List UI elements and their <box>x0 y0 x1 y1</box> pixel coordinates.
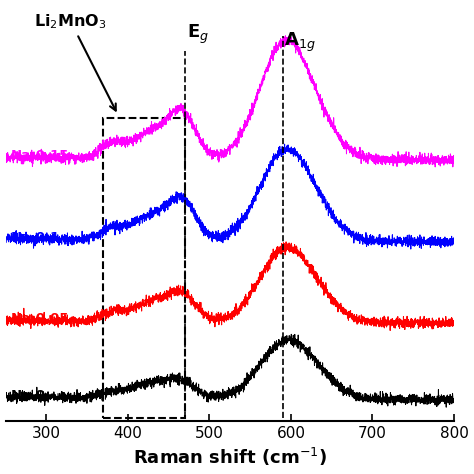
Text: Na-0.05: Na-0.05 <box>10 312 69 326</box>
X-axis label: Raman shift (cm$^{-1}$): Raman shift (cm$^{-1}$) <box>133 447 327 468</box>
Text: Li$_2$MnO$_3$: Li$_2$MnO$_3$ <box>35 12 116 110</box>
Text: Na-0.15: Na-0.15 <box>10 149 69 163</box>
Bar <box>103 118 185 419</box>
Text: E$_g$: E$_g$ <box>187 23 209 46</box>
Text: Na-0: Na-0 <box>10 389 46 402</box>
Text: A$_{1g}$: A$_{1g}$ <box>284 31 316 54</box>
Text: Na-0.1: Na-0.1 <box>10 231 60 244</box>
